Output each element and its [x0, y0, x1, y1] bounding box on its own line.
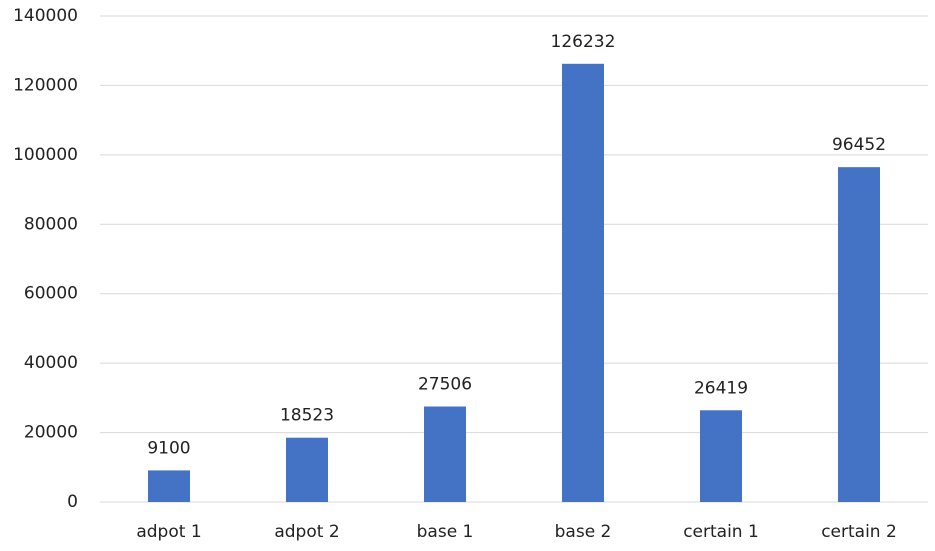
- y-tick-label: 80000: [24, 214, 78, 234]
- y-tick-label: 40000: [24, 353, 78, 373]
- bar: [286, 437, 328, 502]
- data-label: 96452: [832, 135, 886, 155]
- bar: [838, 167, 880, 502]
- x-tick-label: adpot 1: [136, 522, 201, 542]
- y-tick-label: 60000: [24, 284, 78, 304]
- x-tick-label: adpot 2: [274, 522, 339, 542]
- y-tick-label: 20000: [24, 423, 78, 443]
- bar: [148, 470, 190, 502]
- data-label: 27506: [418, 375, 472, 395]
- bar: [562, 63, 604, 503]
- data-label: 18523: [280, 406, 334, 426]
- y-tick-label: 140000: [13, 6, 78, 26]
- x-tick-label: base 1: [417, 522, 474, 542]
- x-tick-label: certain 2: [821, 522, 897, 542]
- x-tick-label: base 2: [555, 522, 612, 542]
- y-tick-label: 0: [67, 492, 78, 512]
- data-label: 126232: [551, 32, 616, 52]
- y-tick-label: 120000: [13, 75, 78, 95]
- bar: [424, 406, 466, 502]
- data-label: 26419: [694, 378, 748, 398]
- data-label: 9100: [147, 438, 190, 458]
- x-tick-label: certain 1: [683, 522, 759, 542]
- bar: [700, 410, 742, 502]
- y-tick-label: 100000: [13, 145, 78, 165]
